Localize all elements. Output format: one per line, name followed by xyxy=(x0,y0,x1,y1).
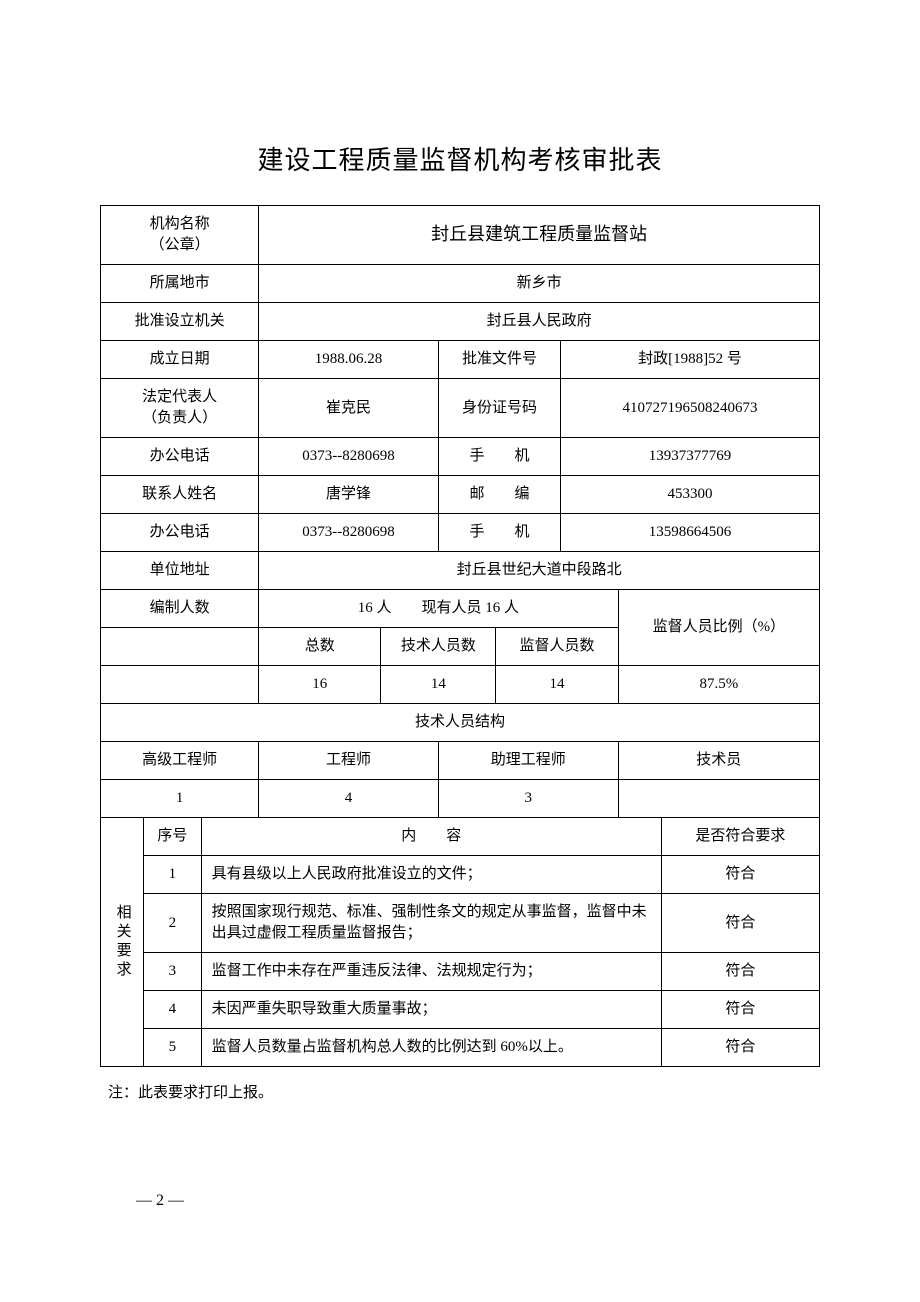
content-header: 内 容 xyxy=(201,818,661,856)
assist-eng-label: 助理工程师 xyxy=(438,742,618,780)
ratio-label: 监督人员比例（%） xyxy=(618,590,819,666)
phone2-value: 0373--8280698 xyxy=(259,514,439,552)
found-date-value: 1988.06.28 xyxy=(259,341,439,379)
legal-rep-label: 法定代表人 （负责人） xyxy=(101,379,259,438)
req-content: 具有县级以上人民政府批准设立的文件； xyxy=(201,856,661,894)
req-seq: 3 xyxy=(144,953,202,991)
total-value: 16 xyxy=(259,666,381,704)
super-count-label: 监督人员数 xyxy=(496,628,618,666)
staff-label: 编制人数 xyxy=(101,590,259,628)
req-seq: 2 xyxy=(144,894,202,953)
contact-value: 唐学锋 xyxy=(259,476,439,514)
legal-rep-value: 崔克民 xyxy=(259,379,439,438)
req-content: 监督工作中未存在严重违反法律、法规规定行为； xyxy=(201,953,661,991)
blank-cell xyxy=(101,628,259,666)
mobile2-label: 手 机 xyxy=(438,514,560,552)
mobile1-label: 手 机 xyxy=(438,438,560,476)
req-result: 符合 xyxy=(661,991,819,1029)
approval-doc-value: 封政[1988]52 号 xyxy=(561,341,820,379)
mobile2-value: 13598664506 xyxy=(561,514,820,552)
footer-note: 注：此表要求打印上报。 xyxy=(108,1081,820,1102)
address-label: 单位地址 xyxy=(101,552,259,590)
seq-header: 序号 xyxy=(144,818,202,856)
approval-org-label: 批准设立机关 xyxy=(101,303,259,341)
req-seq: 5 xyxy=(144,1029,202,1067)
eng-value: 4 xyxy=(259,780,439,818)
technician-label: 技术员 xyxy=(618,742,819,780)
address-value: 封丘县世纪大道中段路北 xyxy=(259,552,820,590)
phone1-value: 0373--8280698 xyxy=(259,438,439,476)
id-label: 身份证号码 xyxy=(438,379,560,438)
page-number: — 2 — xyxy=(136,1192,820,1210)
tech-count-value: 14 xyxy=(381,666,496,704)
approval-doc-label: 批准文件号 xyxy=(438,341,560,379)
req-seq: 4 xyxy=(144,991,202,1029)
blank-cell xyxy=(101,666,259,704)
req-result: 符合 xyxy=(661,856,819,894)
mobile1-value: 13937377769 xyxy=(561,438,820,476)
structure-header: 技术人员结构 xyxy=(101,704,820,742)
senior-eng-value: 1 xyxy=(101,780,259,818)
phone2-label: 办公电话 xyxy=(101,514,259,552)
org-name-label: 机构名称 （公章） xyxy=(101,206,259,265)
id-value: 410727196508240673 xyxy=(561,379,820,438)
org-name-value: 封丘县建筑工程质量监督站 xyxy=(259,206,820,265)
region-value: 新乡市 xyxy=(259,265,820,303)
result-header: 是否符合要求 xyxy=(661,818,819,856)
approval-table: 机构名称 （公章） 封丘县建筑工程质量监督站 所属地市 新乡市 批准设立机关 封… xyxy=(100,205,820,1067)
eng-label: 工程师 xyxy=(259,742,439,780)
req-result: 符合 xyxy=(661,894,819,953)
approval-org-value: 封丘县人民政府 xyxy=(259,303,820,341)
found-date-label: 成立日期 xyxy=(101,341,259,379)
req-content: 按照国家现行规范、标准、强制性条文的规定从事监督，监督中未出具过虚假工程质量监督… xyxy=(201,894,661,953)
req-seq: 1 xyxy=(144,856,202,894)
region-label: 所属地市 xyxy=(101,265,259,303)
requirements-side-label: 相关要求 xyxy=(101,818,144,1067)
assist-eng-value: 3 xyxy=(438,780,618,818)
req-content: 未因严重失职导致重大质量事故； xyxy=(201,991,661,1029)
technician-value xyxy=(618,780,819,818)
ratio-value: 87.5% xyxy=(618,666,819,704)
req-result: 符合 xyxy=(661,953,819,991)
super-count-value: 14 xyxy=(496,666,618,704)
phone1-label: 办公电话 xyxy=(101,438,259,476)
staff-value: 16 人 现有人员 16 人 xyxy=(259,590,618,628)
document-title: 建设工程质量监督机构考核审批表 xyxy=(100,140,820,177)
tech-count-label: 技术人员数 xyxy=(381,628,496,666)
req-content: 监督人员数量占监督机构总人数的比例达到 60%以上。 xyxy=(201,1029,661,1067)
req-result: 符合 xyxy=(661,1029,819,1067)
contact-label: 联系人姓名 xyxy=(101,476,259,514)
postcode-label: 邮 编 xyxy=(438,476,560,514)
postcode-value: 453300 xyxy=(561,476,820,514)
total-label: 总数 xyxy=(259,628,381,666)
senior-eng-label: 高级工程师 xyxy=(101,742,259,780)
